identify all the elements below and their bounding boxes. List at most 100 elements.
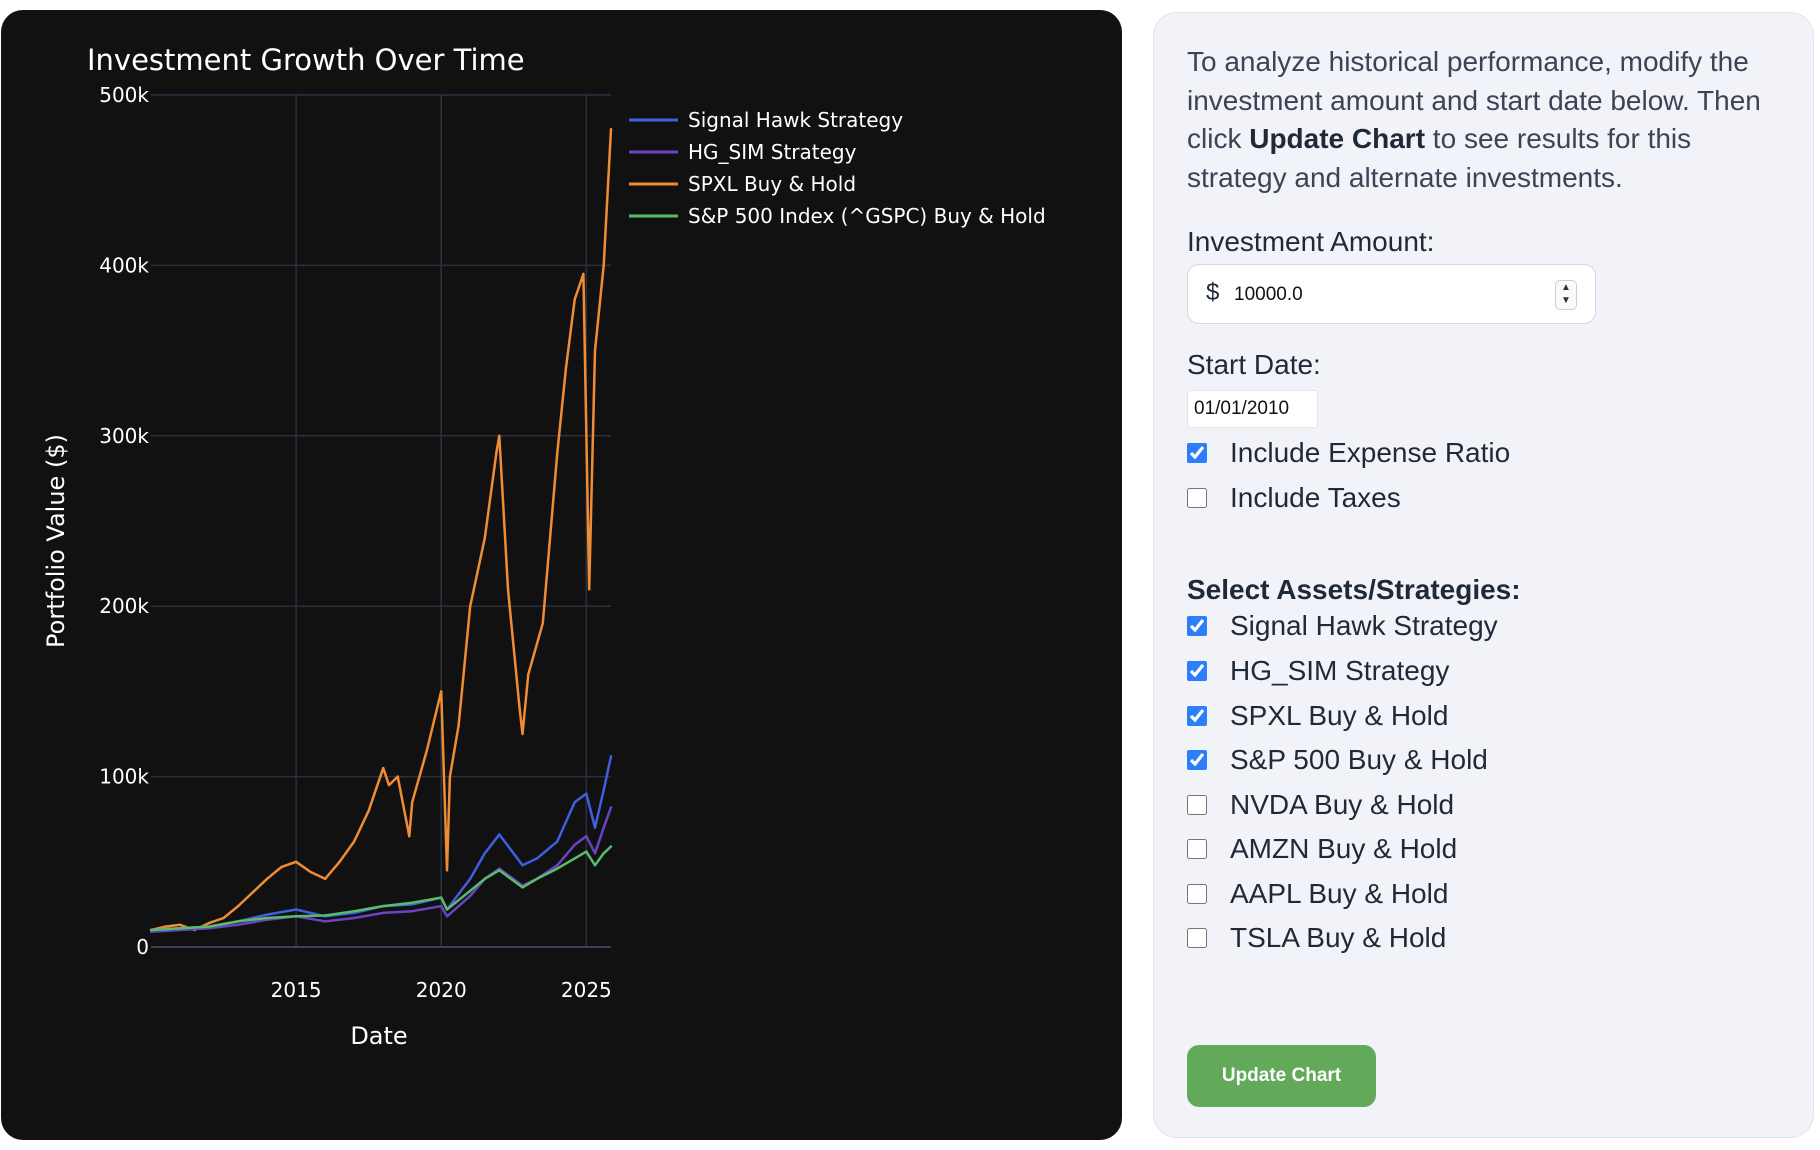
asset-label[interactable]: TSLA Buy & Hold: [1230, 922, 1447, 953]
series-point-0: [593, 826, 597, 829]
series-point-1: [440, 904, 443, 908]
series-point-0: [483, 852, 486, 855]
amount-stepper[interactable]: ▲ ▼: [1555, 280, 1577, 310]
series-point-3: [265, 916, 269, 920]
option-row[interactable]: Include Expense Ratio: [1187, 435, 1510, 471]
y-tick-label: 100k: [99, 765, 149, 789]
series-point-2: [309, 870, 312, 874]
series-point-2: [411, 801, 414, 804]
asset-label[interactable]: HG_SIM Strategy: [1230, 655, 1450, 686]
x-tick-label: 2015: [271, 978, 322, 1002]
series-point-1: [469, 894, 472, 898]
assets-section-title: Select Assets/Strategies:: [1187, 574, 1521, 605]
series-point-3: [294, 915, 298, 918]
asset-row[interactable]: SPXL Buy & Hold: [1187, 698, 1448, 734]
chevron-up-icon[interactable]: ▲: [1561, 282, 1571, 293]
asset-checkbox[interactable]: [1187, 839, 1207, 859]
series-point-1: [593, 852, 597, 855]
instructions-text: To analyze historical performance, modif…: [1187, 43, 1797, 197]
series-line-2: [150, 129, 613, 932]
option-checkbox[interactable]: [1187, 488, 1207, 508]
series-point-1: [585, 835, 588, 838]
series-point-2: [323, 877, 327, 880]
option-checkbox[interactable]: [1187, 443, 1207, 463]
series-point-2: [521, 732, 524, 736]
series-point-0: [294, 908, 298, 911]
portfolio-chart: Investment Growth Over Time 0 100k 200k 300k…: [42, 43, 1046, 1050]
series-point-2: [367, 809, 370, 812]
option-label[interactable]: Include Taxes: [1230, 482, 1401, 513]
investment-amount-input[interactable]: [1234, 281, 1534, 309]
series-point-2: [265, 877, 269, 880]
asset-checkbox[interactable]: [1187, 750, 1207, 770]
x-tick-label: 2025: [561, 978, 612, 1002]
series-point-2: [518, 707, 521, 710]
series-point-0: [573, 801, 576, 804]
asset-row[interactable]: HG_SIM Strategy: [1187, 653, 1449, 689]
series-point-2: [178, 923, 182, 926]
series-point-0: [469, 877, 472, 880]
series-point-3: [469, 889, 472, 892]
asset-label[interactable]: Signal Hawk Strategy: [1230, 610, 1498, 641]
asset-checkbox[interactable]: [1187, 661, 1207, 681]
asset-label[interactable]: S&P 500 Buy & Hold: [1230, 744, 1488, 775]
series-point-1: [609, 806, 613, 809]
asset-checkbox[interactable]: [1187, 884, 1207, 904]
instructions-part: to see results for this strategy and alt…: [1187, 123, 1692, 193]
series-line-3: [150, 845, 612, 932]
series-point-3: [498, 869, 501, 872]
x-tick-label: 2020: [416, 978, 467, 1002]
asset-checkbox[interactable]: [1187, 616, 1207, 636]
asset-checkbox[interactable]: [1187, 706, 1207, 726]
update-chart-button[interactable]: Update Chart: [1187, 1045, 1376, 1107]
asset-row[interactable]: AMZN Buy & Hold: [1187, 831, 1457, 867]
asset-row[interactable]: TSLA Buy & Hold: [1187, 920, 1446, 956]
chevron-down-icon[interactable]: ▼: [1561, 295, 1571, 306]
investment-amount-label: Investment Amount:: [1187, 226, 1435, 257]
series-point-2: [164, 925, 167, 928]
option-label[interactable]: Include Expense Ratio: [1230, 437, 1511, 468]
asset-row[interactable]: Signal Hawk Strategy: [1187, 608, 1498, 644]
series-point-2: [573, 298, 576, 301]
option-row[interactable]: Include Taxes: [1187, 480, 1401, 516]
start-date-input[interactable]: [1187, 390, 1318, 428]
series-point-3: [445, 908, 449, 911]
series-point-2: [588, 588, 591, 591]
series-point-3: [178, 927, 182, 930]
series-point-3: [236, 920, 240, 923]
series-point-3: [483, 877, 486, 880]
series-point-2: [280, 865, 283, 869]
series-point-3: [149, 928, 153, 932]
series-point-1: [323, 920, 327, 923]
asset-label[interactable]: NVDA Buy & Hold: [1230, 789, 1455, 820]
series-point-0: [498, 833, 501, 836]
series-point-0: [521, 864, 524, 867]
series-point-3: [440, 896, 443, 899]
series-point-3: [602, 852, 605, 855]
series-point-2: [440, 690, 443, 693]
asset-row[interactable]: AAPL Buy & Hold: [1187, 876, 1448, 912]
series-point-1: [556, 864, 559, 867]
series-point-2: [527, 673, 530, 676]
asset-label[interactable]: AAPL Buy & Hold: [1230, 878, 1449, 909]
series-point-1: [353, 916, 356, 920]
series-point-2: [387, 783, 391, 787]
series-point-1: [498, 867, 501, 870]
control-panel: To analyze historical performance, modif…: [1153, 12, 1814, 1138]
asset-row[interactable]: NVDA Buy & Hold: [1187, 787, 1454, 823]
series-point-3: [323, 914, 327, 917]
asset-checkbox[interactable]: [1187, 795, 1207, 815]
chart-card: Investment Growth Over Time 0 100k 200k 300k…: [1, 10, 1122, 1140]
series-point-2: [382, 766, 385, 770]
series-point-2: [448, 775, 452, 778]
asset-label[interactable]: AMZN Buy & Hold: [1230, 833, 1458, 864]
series-point-2: [207, 921, 211, 925]
series-point-2: [609, 127, 613, 131]
asset-label[interactable]: SPXL Buy & Hold: [1230, 700, 1449, 731]
series-point-3: [535, 877, 539, 880]
asset-row[interactable]: S&P 500 Buy & Hold: [1187, 742, 1488, 778]
asset-checkbox[interactable]: [1187, 928, 1207, 948]
series-point-0: [265, 913, 269, 916]
legend-label: SPXL Buy & Hold: [688, 172, 856, 196]
investment-amount-field[interactable]: $ ▲ ▼: [1187, 264, 1596, 324]
